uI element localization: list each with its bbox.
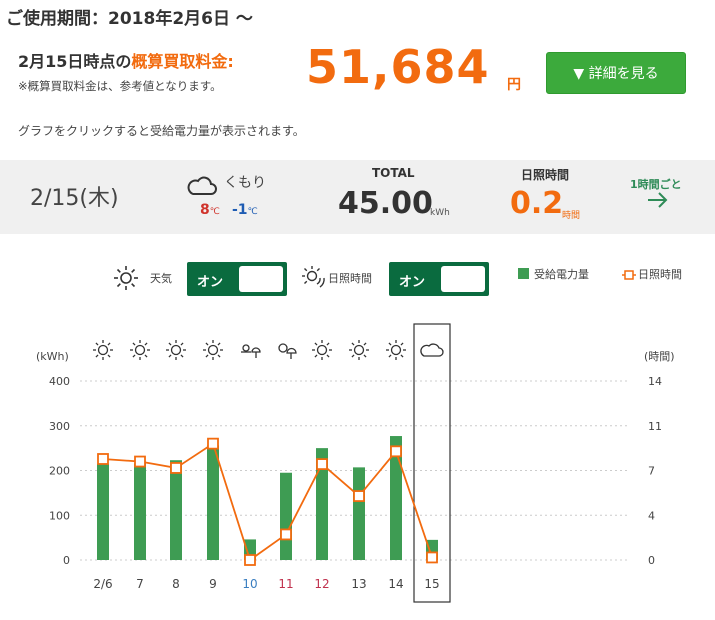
x-tick-label: 14 — [388, 577, 403, 591]
sunshine-point[interactable] — [280, 528, 292, 541]
bar[interactable] — [390, 436, 402, 560]
bar[interactable] — [316, 448, 328, 560]
x-tick-label: 11 — [278, 577, 293, 591]
estimate-note: ※概算買取料金は、参考値となります。 — [18, 79, 222, 93]
selected-day-frame — [413, 323, 451, 603]
y-tick-right: 0 — [648, 554, 655, 567]
sunshine-point[interactable] — [353, 490, 365, 502]
x-tick-label: 7 — [136, 577, 144, 591]
estimate-date: 2月15日時点の — [18, 52, 132, 71]
toggle-knob — [441, 266, 485, 292]
sunshine-label: 日照時間 — [521, 168, 570, 182]
energy-chart[interactable]: 0 0 100 4 200 7 300 11 400 14 (kWh) (時間) 2/6 7 8 9 10 11 1… — [0, 318, 715, 608]
weather-toggle[interactable]: オン — [187, 262, 287, 296]
y-tick-left: 200 — [49, 465, 70, 478]
total-value: 45.00 — [338, 186, 433, 221]
sunshine-point[interactable] — [134, 455, 146, 468]
day-summary-panel: 2/15(木) くもり 8℃ -1℃ TOTAL 45.00 kWh 日照時間 … — [0, 160, 715, 234]
total-label: TOTAL — [372, 166, 415, 180]
y-tick-right: 4 — [648, 509, 655, 522]
rain-icon — [241, 344, 261, 358]
x-tick-label: 13 — [351, 577, 366, 591]
y-tick-right: 14 — [648, 375, 662, 388]
weather-name: くもり — [224, 175, 266, 191]
sun-icon — [312, 340, 332, 360]
estimate-title: 概算買取料金: — [131, 52, 234, 71]
temp-low-value: -1 — [232, 202, 248, 218]
sun-icon — [166, 340, 186, 360]
bar[interactable] — [134, 463, 146, 560]
detail-button[interactable]: ▼ 詳細を見る — [546, 52, 686, 94]
y-tick-left: 400 — [49, 375, 70, 388]
x-tick-label: 2/6 — [93, 577, 112, 591]
legend-line-swatch — [622, 270, 636, 280]
sunshine-point[interactable] — [207, 437, 219, 450]
x-tick-label: 12 — [314, 577, 329, 591]
x-tick-label: 8 — [172, 577, 180, 591]
selected-date: 2/15(木) — [30, 186, 119, 211]
weather-toggle-state: オン — [197, 275, 224, 290]
cloud-icon — [420, 343, 444, 357]
legend-bar-swatch — [518, 268, 529, 279]
bar[interactable] — [97, 463, 109, 560]
temp-high-unit: ℃ — [209, 207, 220, 217]
y-tick-left: 300 — [49, 420, 70, 433]
sunshine-toggle[interactable]: オン — [389, 262, 489, 296]
sunshine-unit: 時間 — [562, 211, 581, 221]
sun-rain-icon — [278, 343, 297, 359]
bar[interactable] — [170, 460, 182, 560]
x-tick-label: 10 — [242, 577, 257, 591]
toggle-knob — [239, 266, 283, 292]
sunshine-value: 0.2 — [510, 186, 564, 221]
sunshine-point[interactable] — [316, 458, 328, 471]
y-axis-label-left: (kWh) — [36, 350, 69, 363]
usage-period: ご使用期間：2018年2月6日 〜 — [6, 9, 253, 29]
sun-icon — [130, 340, 150, 360]
bar[interactable] — [353, 467, 365, 560]
sun-icon — [114, 266, 138, 290]
sunshine-toggle-label: 日照時間 — [328, 272, 372, 285]
sunshine-point[interactable] — [244, 554, 256, 566]
bar[interactable] — [207, 445, 219, 560]
arrow-right-icon[interactable] — [646, 190, 670, 210]
graph-hint: グラフをクリックすると受給電力量が表示されます。 — [18, 124, 305, 138]
sunshine-toggle-state: オン — [399, 275, 426, 290]
y-axis-label-right: (時間) — [644, 350, 675, 363]
y-tick-left: 100 — [49, 509, 70, 522]
bar[interactable] — [280, 472, 292, 560]
cloud-icon — [187, 176, 217, 195]
sunshine-point[interactable] — [170, 462, 182, 474]
temp-low: -1℃ — [232, 202, 258, 218]
y-tick-left: 0 — [63, 554, 70, 567]
amount-unit: 円 — [507, 77, 521, 93]
temp-low-unit: ℃ — [247, 207, 258, 217]
temp-high: 8℃ — [200, 202, 220, 218]
x-tick-label: 15 — [424, 577, 439, 591]
y-tick-right: 7 — [648, 465, 655, 478]
sun-icon — [349, 340, 369, 360]
sunshine-point[interactable] — [390, 445, 402, 458]
sunshine-point[interactable] — [426, 551, 438, 564]
y-tick-right: 11 — [648, 420, 662, 433]
estimate-label: 2月15日時点の概算買取料金: — [18, 48, 234, 72]
sunshine-point[interactable] — [97, 453, 109, 465]
hourly-link[interactable]: 1時間ごと — [630, 178, 682, 191]
sun-icon — [386, 340, 406, 360]
estimate-amount: 51,684 — [306, 40, 490, 94]
total-unit: kWh — [430, 208, 450, 218]
temp-high-value: 8 — [200, 202, 210, 218]
sun-icon — [203, 340, 223, 360]
weather-toggle-label: 天気 — [150, 272, 172, 285]
sun-icon — [93, 340, 113, 360]
x-tick-label: 9 — [209, 577, 217, 591]
sunshine-line — [102, 442, 433, 562]
sunshine-icon — [302, 266, 325, 288]
legend-bar-label: 受給電力量 — [534, 268, 589, 281]
legend-line-label: 日照時間 — [638, 268, 682, 281]
